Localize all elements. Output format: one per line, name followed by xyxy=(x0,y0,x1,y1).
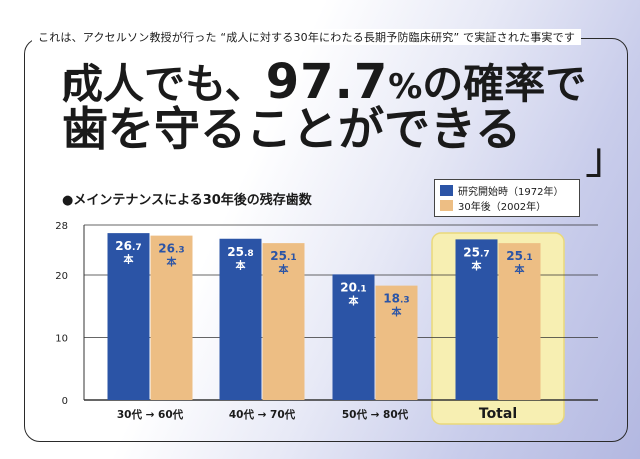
headline-line-1: 成人でも、97.7%の確率で xyxy=(40,58,586,111)
top-note: これは、アクセルソン教授が行った “成人に対する30年にわたる長期予防臨床研究”… xyxy=(32,29,582,45)
headline-bracket-open: 「 xyxy=(36,69,80,120)
legend-item-2002: 30年後（2002年） xyxy=(440,198,574,213)
bar-unit-label: 本 xyxy=(167,256,178,269)
bar-2002 xyxy=(262,243,305,400)
bar-unit-label: 本 xyxy=(236,259,247,272)
legend-item-1972: 研究開始時（1972年） xyxy=(440,183,574,198)
bar-unit-label: 本 xyxy=(515,263,526,276)
bar-value-label: 25.8 xyxy=(227,245,253,259)
headline-percent: % xyxy=(388,67,423,107)
chart-title: ●メインテナンスによる30年後の残存歯数 xyxy=(62,193,312,208)
bar-unit-label: 本 xyxy=(349,294,360,307)
bar-unit-label: 本 xyxy=(279,263,290,276)
y-tick-label: 28 xyxy=(55,221,68,232)
y-tick-label: 10 xyxy=(55,334,68,345)
bar-1972 xyxy=(455,239,498,400)
x-category-label: 50代 → 80代 xyxy=(342,408,409,421)
headline-line-2: 歯を守ることができる xyxy=(62,102,522,156)
y-tick-label: 20 xyxy=(55,271,68,282)
bar-2002 xyxy=(375,285,418,400)
bar-value-label: 26.3 xyxy=(158,242,184,256)
x-category-label: 40代 → 70代 xyxy=(229,408,296,421)
headline-bracket-close: 」 xyxy=(585,133,629,184)
y-tick-label: 0 xyxy=(62,396,68,407)
bar-value-label: 18.3 xyxy=(383,292,409,306)
bar-unit-label: 本 xyxy=(472,259,483,272)
bar-unit-label: 本 xyxy=(392,306,403,319)
bar-1972 xyxy=(219,238,262,400)
bar-2002 xyxy=(498,243,541,400)
headline-text-a: 成人でも、 xyxy=(62,60,266,108)
legend-label-1972: 研究開始時（1972年） xyxy=(458,187,564,198)
bar-value-label: 20.1 xyxy=(340,280,366,294)
headline-text-b: の確率で xyxy=(422,60,587,108)
legend-swatch-tan xyxy=(440,200,453,211)
bar-value-label: 25.1 xyxy=(270,249,296,263)
bar-value-label: 26.7 xyxy=(115,239,141,253)
x-category-label: Total xyxy=(479,406,517,422)
chart-legend: 研究開始時（1972年） 30年後（2002年） xyxy=(434,179,580,217)
bar-value-label: 25.1 xyxy=(506,249,532,263)
bar-1972 xyxy=(107,233,150,400)
bar-1972 xyxy=(332,274,375,400)
total-highlight-box xyxy=(431,232,565,425)
bar-2002 xyxy=(150,235,193,400)
x-category-label: 30代 → 60代 xyxy=(117,408,184,421)
legend-label-2002: 30年後（2002年） xyxy=(458,202,547,213)
headline-number: 97.7 xyxy=(265,54,389,110)
bar-unit-label: 本 xyxy=(124,253,135,266)
bar-value-label: 25.7 xyxy=(463,245,489,259)
legend-swatch-blue xyxy=(440,185,453,196)
